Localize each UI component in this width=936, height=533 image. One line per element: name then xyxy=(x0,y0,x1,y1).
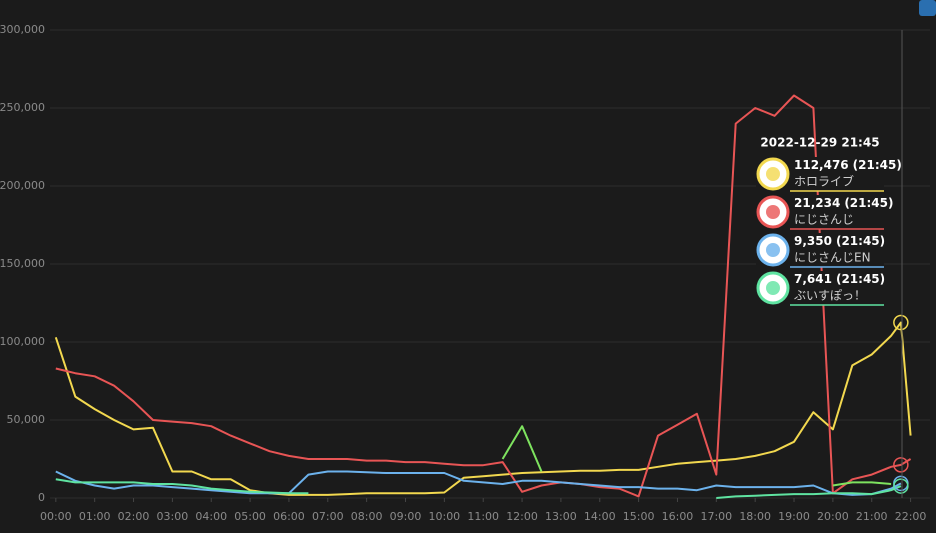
tooltip-value: 7,641 (21:45) xyxy=(794,272,885,286)
tooltip-time: (21:45) xyxy=(836,234,885,248)
x-tick-label: 19:00 xyxy=(778,510,810,523)
x-tick-label: 09:00 xyxy=(390,510,422,523)
tooltip-value: 21,234 (21:45) xyxy=(794,196,893,210)
y-tick-label: 50,000 xyxy=(7,413,46,426)
x-tick-label: 17:00 xyxy=(700,510,732,523)
hover-marker xyxy=(893,478,909,494)
tooltip-value-number: 7,641 xyxy=(794,272,832,286)
tooltip-value: 112,476 (21:45) xyxy=(794,158,902,172)
tooltip-series-name: ホロライブ xyxy=(794,174,854,189)
group-icon-mark xyxy=(766,243,780,257)
tooltip-time: (21:45) xyxy=(844,196,893,210)
y-tick-label: 100,000 xyxy=(0,335,45,348)
x-tick-label: 08:00 xyxy=(351,510,383,523)
lines xyxy=(54,94,912,499)
tooltip-value-number: 21,234 xyxy=(794,196,840,210)
x-tick-label: 22:00 xyxy=(895,510,927,523)
group-icon-mark xyxy=(766,281,780,295)
y-tick-label: 250,000 xyxy=(0,101,45,114)
tooltip-value-number: 9,350 xyxy=(794,234,832,248)
x-tick-label: 20:00 xyxy=(817,510,849,523)
y-tick-label: 0 xyxy=(38,491,45,504)
tooltip-series-name: ぶいすぽっ！ xyxy=(794,289,866,303)
grid: 0 50,000 100,000 150,000 200,000 250,000 300,0… xyxy=(0,23,930,523)
x-tick-label: 13:00 xyxy=(545,510,577,523)
x-tick-label: 00:00 xyxy=(40,510,72,523)
x-tick-label: 14:00 xyxy=(584,510,616,523)
x-tick-label: 06:00 xyxy=(273,510,305,523)
hover-marker xyxy=(893,457,909,473)
corner-button[interactable] xyxy=(919,0,936,16)
tooltip-value-number: 112,476 xyxy=(794,158,849,172)
tooltip-time: (21:45) xyxy=(836,272,885,286)
tooltip-time: (21:45) xyxy=(853,158,902,172)
series-line xyxy=(55,478,902,499)
x-tick-label: 11:00 xyxy=(467,510,499,523)
x-tick-label: 21:00 xyxy=(856,510,888,523)
y-tick-label: 150,000 xyxy=(0,257,45,270)
x-tick-label: 18:00 xyxy=(739,510,771,523)
tooltip-series-name: にじさんじ xyxy=(794,213,854,227)
x-tick-label: 16:00 xyxy=(662,510,694,523)
series-line xyxy=(501,425,892,487)
series-line xyxy=(54,321,912,496)
y-tick-label: 300,000 xyxy=(0,23,45,36)
x-tick-label: 04:00 xyxy=(195,510,227,523)
series-line xyxy=(55,94,912,498)
group-icon-mark xyxy=(766,167,780,181)
tooltip-title: 2022-12-29 21:45 xyxy=(760,136,879,150)
x-tick-label: 12:00 xyxy=(506,510,538,523)
series-line xyxy=(55,470,902,496)
x-tick-label: 02:00 xyxy=(118,510,150,523)
hover-marker xyxy=(893,314,909,331)
tooltip: 2022-12-29 21:45 112,476 (21:45) ホロライブ 21,2… xyxy=(756,136,902,306)
group-icon-mark xyxy=(766,205,780,219)
x-tick-label: 03:00 xyxy=(157,510,189,523)
x-tick-label: 10:00 xyxy=(428,510,460,523)
tooltip-value: 9,350 (21:45) xyxy=(794,234,885,248)
x-tick-label: 01:00 xyxy=(79,510,111,523)
x-tick-label: 07:00 xyxy=(312,510,344,523)
tooltip-series-name: にじさんじEN xyxy=(794,251,871,265)
x-tick-label: 15:00 xyxy=(623,510,655,523)
y-tick-label: 200,000 xyxy=(0,179,45,192)
x-tick-label: 05:00 xyxy=(234,510,266,523)
